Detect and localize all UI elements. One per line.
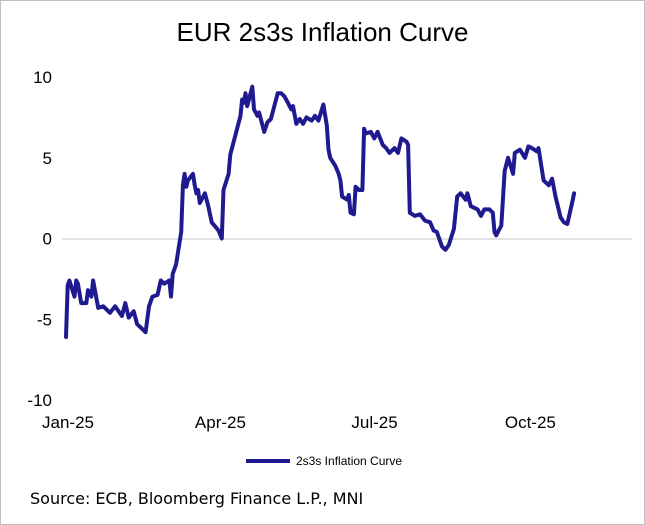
legend-swatch [246,459,290,463]
legend-label: 2s3s Inflation Curve [296,454,403,468]
y-tick-label: 10 [33,68,52,87]
y-tick-label: -5 [37,310,52,329]
series-line-2s3s-inflation-curve [64,84,577,339]
legend: 2s3s Inflation Curve [246,453,402,469]
source-note: Source: ECB, Bloomberg Finance L.P., MNI [30,489,364,508]
x-tick-labels: Jan-25 Apr-25 Jul-25 Oct-25 [42,413,556,432]
chart-title: EUR 2s3s Inflation Curve [176,17,469,47]
x-tick-label: Apr-25 [195,413,246,432]
y-tick-label: 0 [43,230,52,249]
x-tick-label: Jan-25 [42,413,94,432]
x-tick-label: Oct-25 [505,413,556,432]
x-tick-label: Jul-25 [351,413,397,432]
y-tick-labels: 10 5 0 -5 -10 [27,68,52,410]
y-tick-label: -10 [27,391,52,410]
y-tick-label: 5 [43,149,52,168]
